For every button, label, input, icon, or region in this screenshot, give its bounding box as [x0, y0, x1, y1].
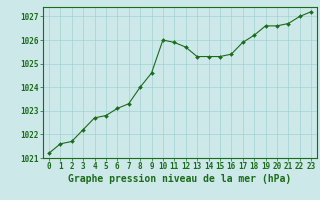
X-axis label: Graphe pression niveau de la mer (hPa): Graphe pression niveau de la mer (hPa) — [68, 174, 292, 184]
